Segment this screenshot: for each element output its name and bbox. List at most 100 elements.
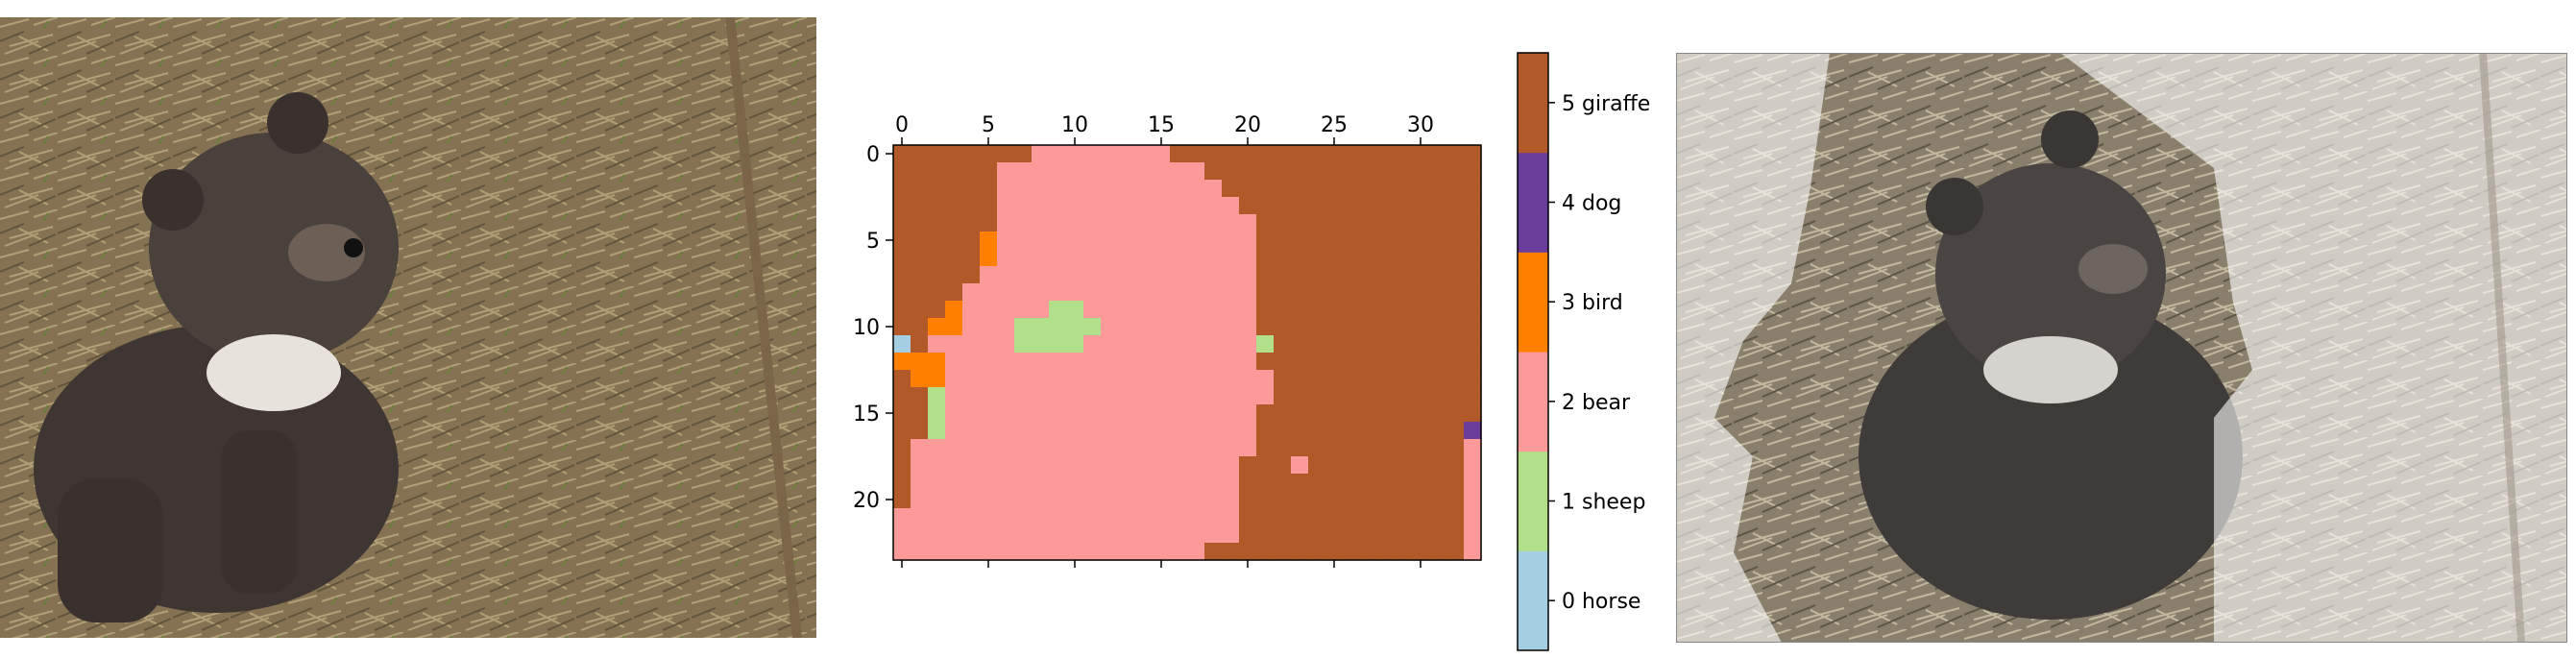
heatmap-cell (1325, 301, 1344, 319)
heatmap-cell (1308, 387, 1326, 405)
heatmap-cell (997, 508, 1015, 526)
heatmap-cell (1291, 318, 1309, 336)
heatmap-cell (1222, 249, 1240, 267)
colorbar-label: 1 sheep (1562, 491, 1645, 515)
heatmap-cell (893, 180, 911, 198)
heatmap-cell (1032, 249, 1050, 267)
heatmap-cell (1274, 543, 1292, 561)
heatmap-cell (1464, 474, 1482, 492)
heatmap-cell (1464, 301, 1482, 319)
heatmap-cell (980, 508, 998, 526)
heatmap-cell (1153, 439, 1171, 457)
heatmap-cell (1274, 197, 1292, 215)
heatmap-cell (1395, 439, 1413, 457)
heatmap-cell (1429, 456, 1447, 475)
heatmap-cell (1360, 301, 1378, 319)
segmentation-overlay (1676, 53, 2567, 643)
heatmap-cell (1446, 301, 1465, 319)
heatmap-cell (1118, 508, 1136, 526)
heatmap-cell (928, 456, 946, 475)
heatmap-cell (1222, 301, 1240, 319)
heatmap-cell (911, 353, 929, 371)
heatmap-cell (1256, 387, 1275, 405)
heatmap-cell (1014, 145, 1033, 163)
overlay-light-mask (1676, 53, 2567, 643)
heatmap-cell (1014, 283, 1033, 302)
heatmap-cell (1429, 249, 1447, 267)
heatmap-cell (1239, 335, 1257, 354)
heatmap-cell (911, 335, 929, 354)
heatmap-cell (1274, 249, 1292, 267)
heatmap-cell (1360, 491, 1378, 509)
heatmap-cell (997, 439, 1015, 457)
heatmap-cell (911, 214, 929, 232)
heatmap-cell (962, 266, 981, 284)
heatmap-cell (1377, 318, 1396, 336)
heatmap-cell (1101, 525, 1119, 544)
heatmap-cell (1343, 422, 1361, 440)
heatmap-cell (1049, 145, 1067, 163)
heatmap-cell (1101, 404, 1119, 423)
heatmap-cell (928, 370, 946, 388)
heatmap-cell (1360, 197, 1378, 215)
heatmap-cell (911, 232, 929, 250)
heatmap-cell (1135, 456, 1154, 475)
heatmap-cell (1170, 370, 1188, 388)
heatmap-cell (1429, 266, 1447, 284)
heatmap-cell (1222, 145, 1240, 163)
heatmap-cell (1187, 387, 1205, 405)
heatmap-cell (1135, 439, 1154, 457)
heatmap-cell (1032, 214, 1050, 232)
heatmap-cell (997, 249, 1015, 267)
heatmap-cell (1135, 491, 1154, 509)
heatmap-cell (1343, 266, 1361, 284)
heatmap-cell (1412, 456, 1430, 475)
heatmap-cell (1239, 543, 1257, 561)
heatmap-cell (1204, 474, 1223, 492)
heatmap-cell (1066, 370, 1084, 388)
heatmap-cell (1274, 353, 1292, 371)
heatmap-cell (1446, 266, 1465, 284)
heatmap-cell (928, 232, 946, 250)
heatmap-cell (1308, 180, 1326, 198)
heatmap-cell (1360, 249, 1378, 267)
heatmap-cell (1446, 370, 1465, 388)
heatmap-cell (1429, 180, 1447, 198)
heatmap-cell (1395, 162, 1413, 181)
heatmap-cell (1343, 249, 1361, 267)
heatmap-cell (928, 508, 946, 526)
heatmap-cell (1343, 214, 1361, 232)
heatmap-cell (1429, 474, 1447, 492)
heatmap-cell (1291, 439, 1309, 457)
colorbar-segment (1518, 550, 1548, 651)
heatmap-cell (962, 214, 981, 232)
heatmap-cell (893, 301, 911, 319)
heatmap-cell (1014, 474, 1033, 492)
heatmap-cell (1066, 283, 1084, 302)
heatmap-cell (1049, 491, 1067, 509)
heatmap-cell (1083, 249, 1102, 267)
heatmap-cell (1101, 335, 1119, 354)
heatmap-cell (1395, 180, 1413, 198)
heatmap-cell (1291, 543, 1309, 561)
heatmap-cell (1101, 232, 1119, 250)
heatmap-cell (1291, 249, 1309, 267)
heatmap-cell (928, 404, 946, 423)
heatmap-cell (1360, 474, 1378, 492)
heatmap-cell (1118, 439, 1136, 457)
heatmap-cell (1032, 456, 1050, 475)
heatmap-cell (928, 162, 946, 181)
heatmap-cell (1360, 180, 1378, 198)
heatmap-cell (1014, 353, 1033, 371)
heatmap-cell (1343, 180, 1361, 198)
heatmap-cell (893, 456, 911, 475)
heatmap-cell (1308, 456, 1326, 475)
heatmap-cell (1066, 249, 1084, 267)
heatmap-cell (945, 508, 963, 526)
heatmap-cell (997, 404, 1015, 423)
heatmap-cell (1256, 404, 1275, 423)
heatmap-cell (1395, 318, 1413, 336)
input-photo (0, 17, 816, 638)
heatmap-cell (1291, 370, 1309, 388)
heatmap-cell (1343, 353, 1361, 371)
